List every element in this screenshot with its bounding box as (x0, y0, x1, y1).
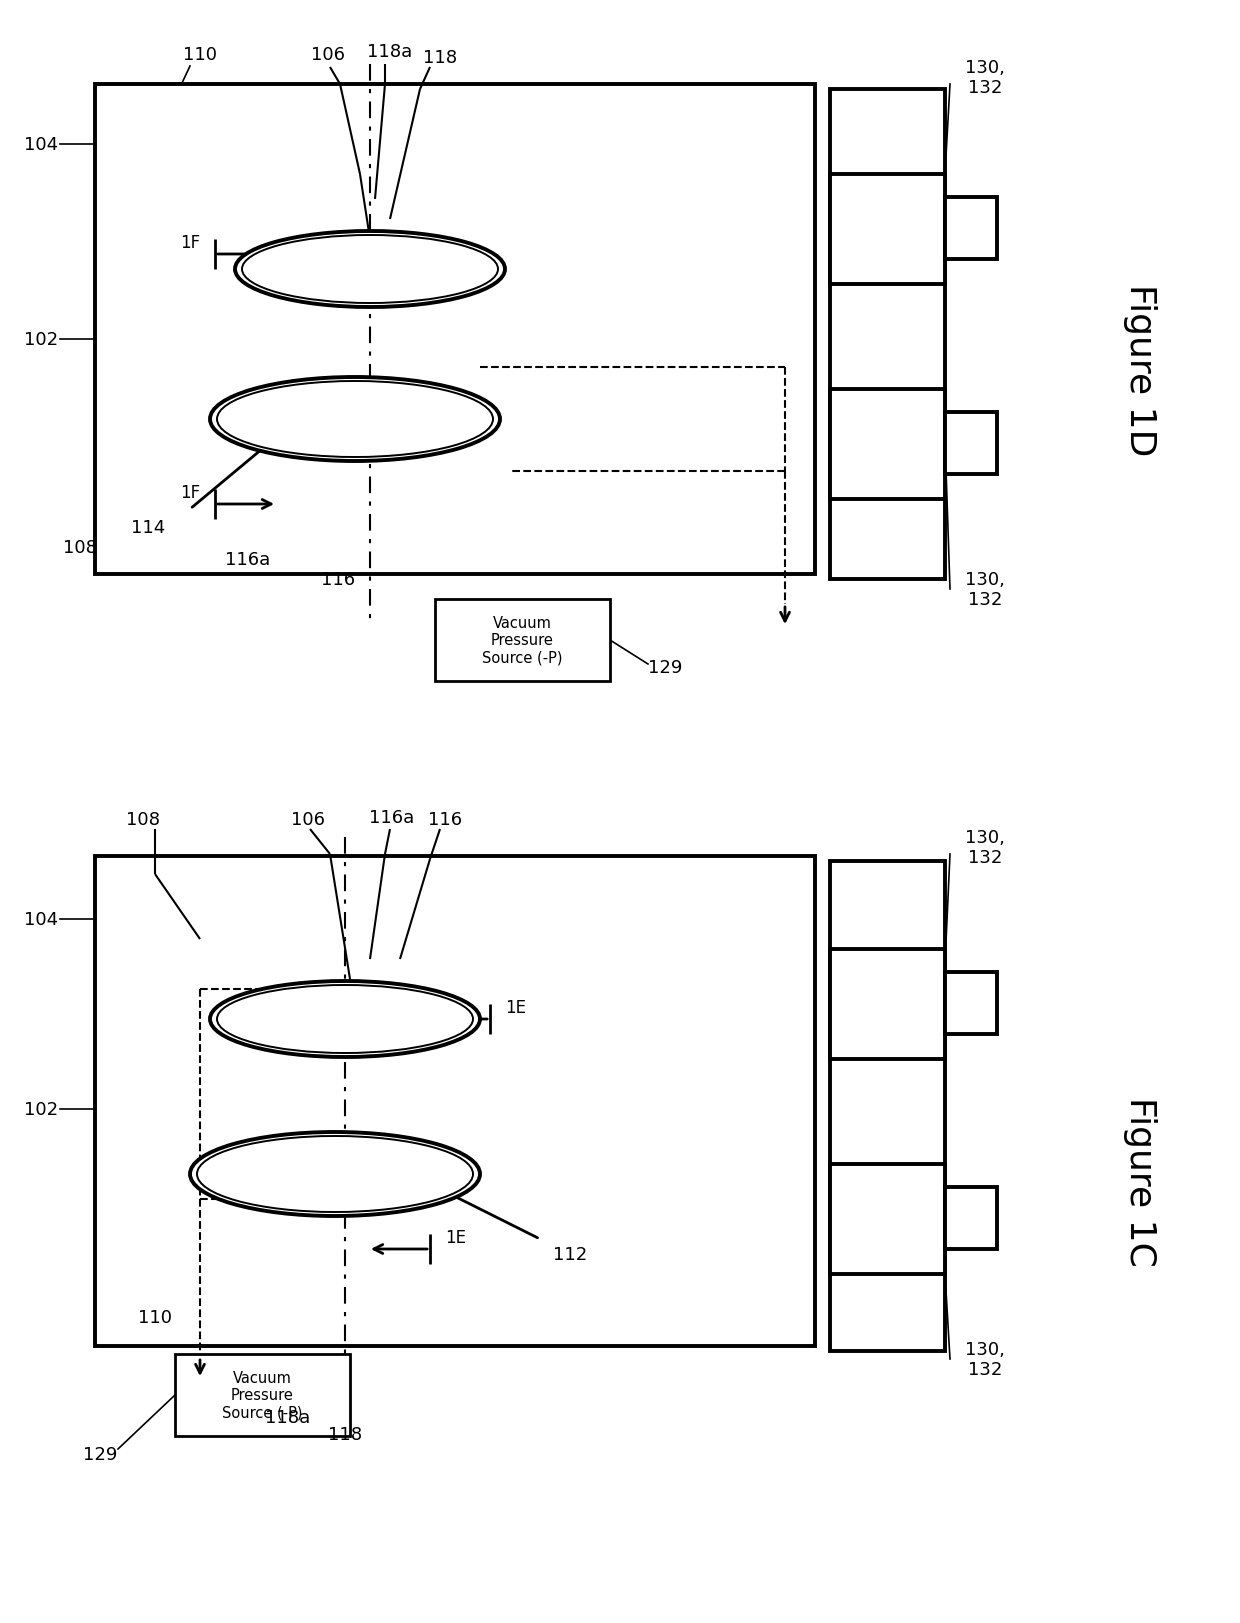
Text: 130,
132: 130, 132 (965, 58, 1004, 97)
Text: Vacuum
Pressure
Source (-P): Vacuum Pressure Source (-P) (222, 1370, 303, 1420)
Text: Figure 1D: Figure 1D (1123, 284, 1157, 456)
Text: 114: 114 (131, 519, 165, 537)
Text: Figure 1C: Figure 1C (1123, 1097, 1157, 1266)
Ellipse shape (197, 1136, 472, 1212)
Text: 108: 108 (126, 810, 160, 828)
Text: 130,
132: 130, 132 (965, 828, 1004, 867)
Bar (95, 857, 815, 1345)
Bar (830, 175, 945, 284)
Text: 106: 106 (291, 810, 325, 828)
Bar (435, 599, 610, 682)
Ellipse shape (190, 1133, 480, 1216)
Text: 118: 118 (327, 1425, 362, 1443)
Text: 112: 112 (553, 1245, 587, 1263)
Text: 130,
132: 130, 132 (965, 1339, 1004, 1378)
Text: 129: 129 (647, 659, 682, 677)
Text: 104: 104 (24, 911, 58, 928)
Bar (95, 84, 815, 575)
Text: 116a: 116a (370, 808, 414, 826)
Text: 1F: 1F (180, 234, 200, 252)
Bar (945, 1188, 997, 1250)
Text: 1E: 1E (445, 1229, 466, 1246)
Ellipse shape (236, 232, 505, 308)
Text: 1F: 1F (180, 484, 200, 502)
Text: 116: 116 (321, 571, 355, 589)
Bar (830, 862, 945, 1352)
Ellipse shape (217, 985, 472, 1053)
Text: 118: 118 (423, 49, 458, 67)
Ellipse shape (210, 982, 480, 1057)
Text: 118a: 118a (367, 42, 413, 62)
Text: 102: 102 (24, 1100, 58, 1118)
Bar (175, 1354, 350, 1436)
Text: 110: 110 (138, 1308, 172, 1326)
Text: 118a: 118a (265, 1409, 311, 1427)
Text: 102: 102 (24, 331, 58, 349)
Bar (830, 89, 945, 579)
Bar (945, 972, 997, 1034)
Bar (945, 412, 997, 474)
Bar (830, 1164, 945, 1274)
Bar (830, 949, 945, 1060)
Ellipse shape (242, 235, 498, 304)
Ellipse shape (217, 381, 494, 458)
Text: 106: 106 (311, 45, 345, 63)
Ellipse shape (210, 378, 500, 461)
Bar (830, 390, 945, 500)
Text: 130,
132: 130, 132 (965, 570, 1004, 609)
Bar (945, 198, 997, 260)
Text: 116: 116 (428, 810, 463, 828)
Text: 108: 108 (63, 539, 97, 557)
Text: 104: 104 (24, 136, 58, 154)
Text: Vacuum
Pressure
Source (-P): Vacuum Pressure Source (-P) (482, 615, 563, 665)
Text: 129: 129 (83, 1444, 118, 1462)
Text: 116a: 116a (226, 550, 270, 568)
Text: 110: 110 (184, 45, 217, 63)
Text: 1E: 1E (505, 998, 526, 1016)
